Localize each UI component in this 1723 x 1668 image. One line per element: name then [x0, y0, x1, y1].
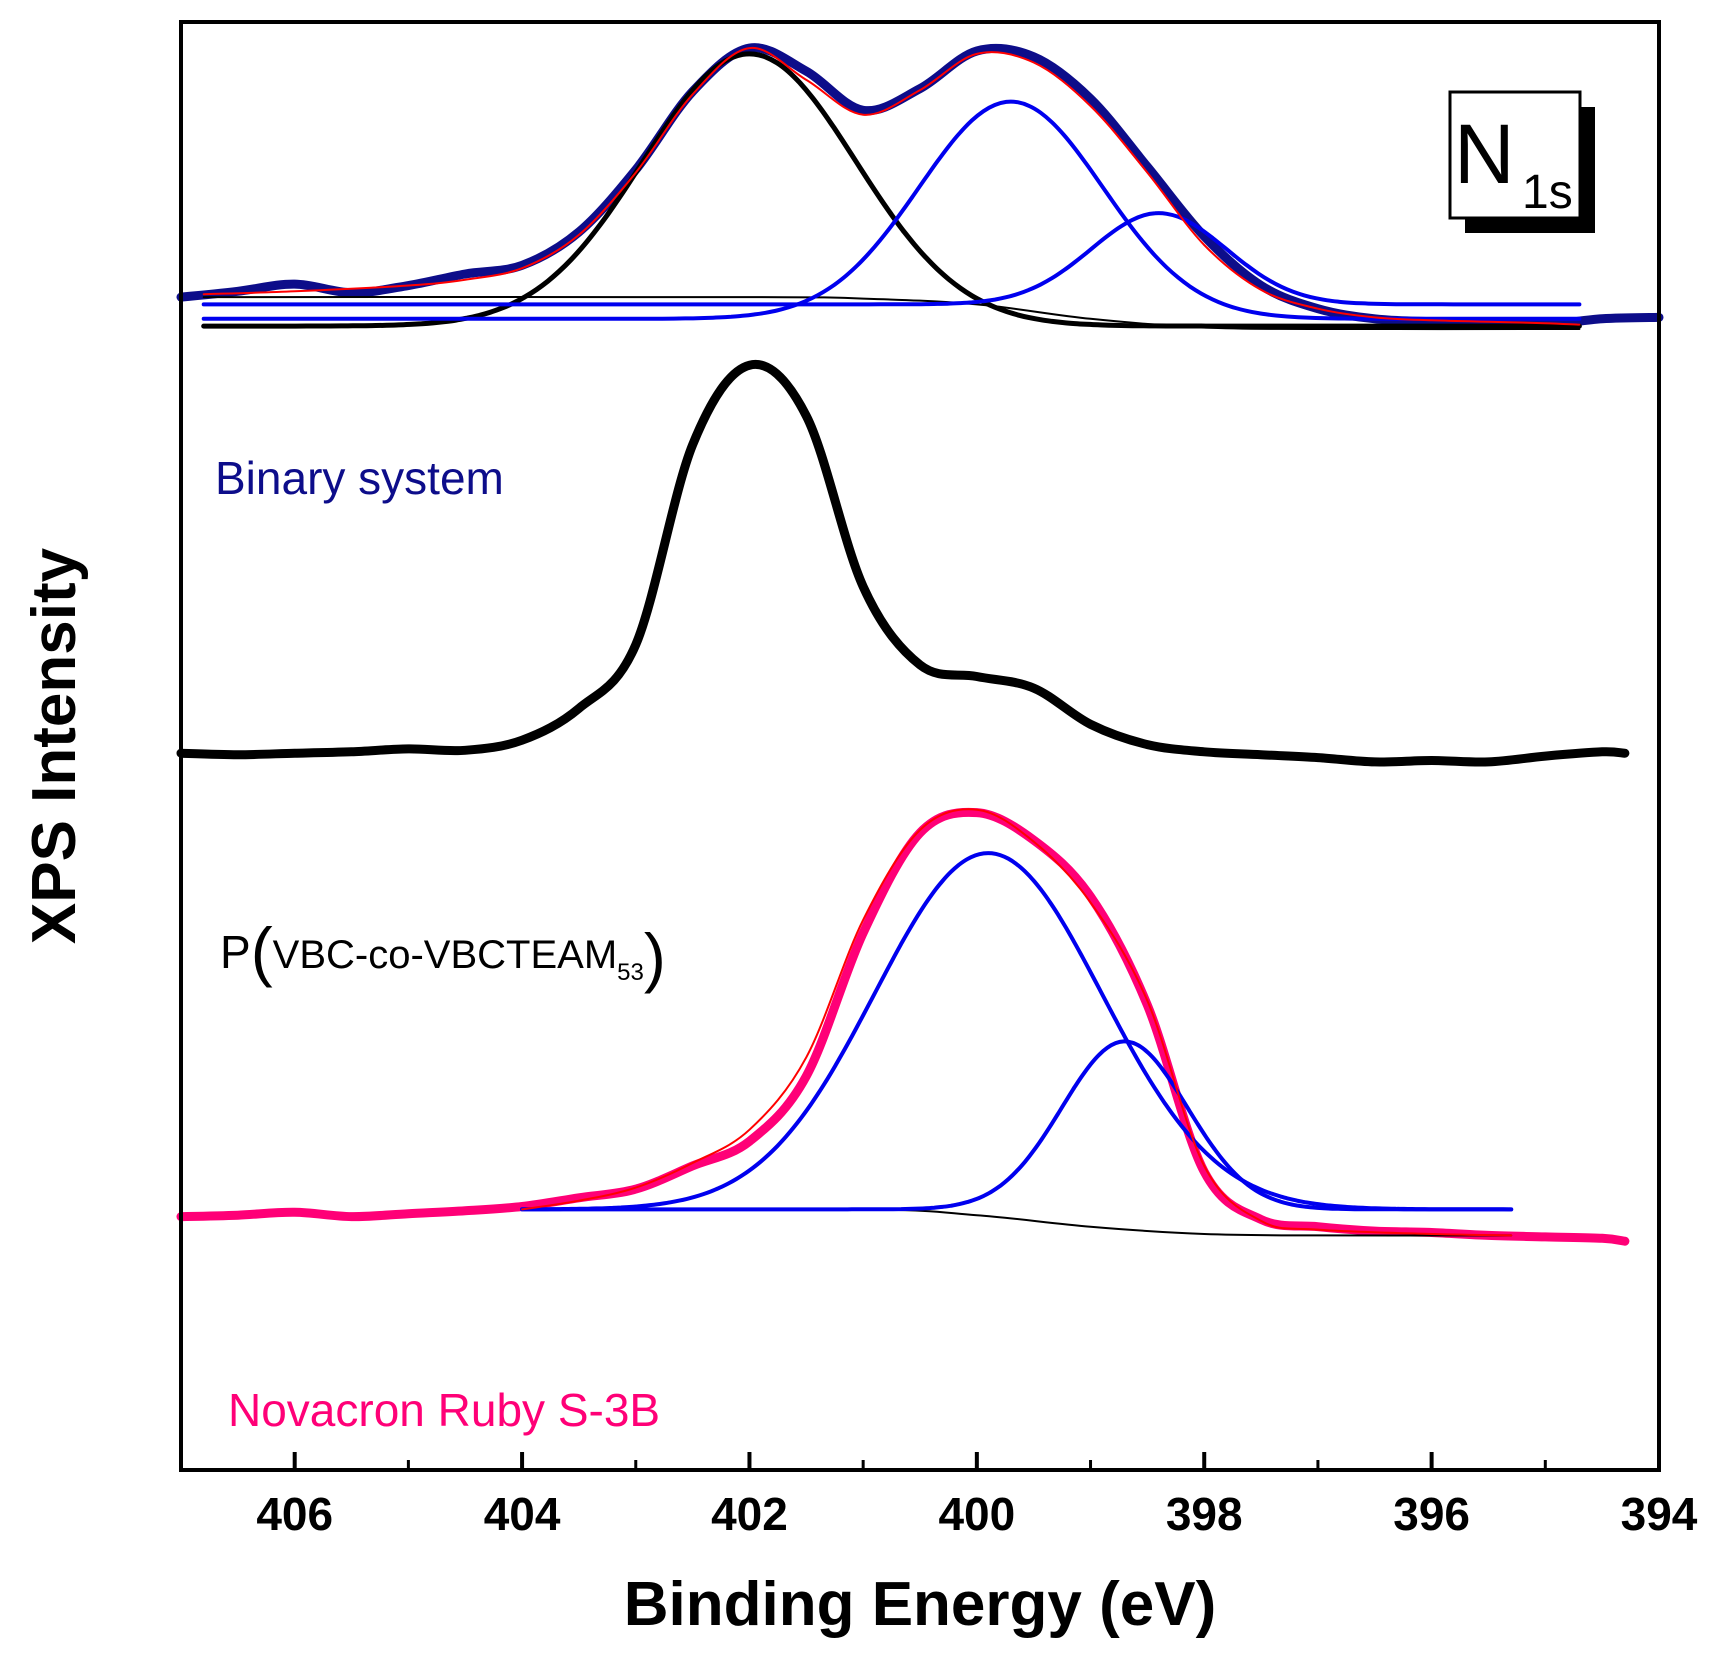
- fit-component-2-1: [520, 1039, 1514, 1212]
- x-axis-ticks: 406 404 402 400 398 396 394: [256, 1452, 1698, 1540]
- badge-box: [1448, 90, 1582, 220]
- background-curve-0: [202, 296, 1581, 331]
- plot-curves: [176, 43, 1664, 1246]
- series-label-polymer: P(VBC-co-VBCTEAM53): [220, 914, 666, 994]
- y-axis-title: XPS Intensity: [20, 547, 89, 944]
- x-tick-label: 406: [256, 1488, 333, 1540]
- fit-component-0-1: [201, 99, 1582, 321]
- fit-component-0-2: [201, 211, 1582, 307]
- x-axis-title: Binding Energy (eV): [624, 1570, 1216, 1639]
- fit-component-0-0: [201, 51, 1582, 329]
- badge-sub-text: 1s: [1522, 166, 1573, 219]
- plot-frame: [179, 20, 1661, 1472]
- measured-curve-2: [176, 807, 1630, 1246]
- series-label-polymer-close-paren: ): [644, 920, 666, 994]
- x-tick-label: 396: [1393, 1488, 1470, 1540]
- series-label-binary: Binary system: [215, 452, 504, 504]
- series-label-novacron: Novacron Ruby S-3B: [228, 1384, 660, 1436]
- x-tick-label: 400: [938, 1488, 1015, 1540]
- measured-curve-1: [176, 359, 1630, 767]
- svg-text:P(VBC-co-VBCTEAM53): P(VBC-co-VBCTEAM53): [220, 914, 666, 994]
- x-tick-label: 402: [711, 1488, 788, 1540]
- badge-main-text: N: [1454, 107, 1515, 201]
- x-tick-label: 394: [1621, 1488, 1698, 1540]
- series-label-polymer-open-paren: (: [251, 914, 273, 988]
- series-label-polymer-subscript: 53: [617, 959, 644, 986]
- series-label-polymer-body: VBC-co-VBCTEAM: [273, 933, 618, 977]
- envelope-fit-0: [202, 47, 1581, 326]
- series-label-polymer-prefix: P: [220, 926, 251, 978]
- x-tick-label: 404: [484, 1488, 561, 1540]
- envelope-fit-2: [521, 808, 1513, 1237]
- n1s-badge: N 1s: [1448, 90, 1595, 233]
- fit-component-2-0: [520, 851, 1514, 1212]
- x-tick-label: 398: [1166, 1488, 1243, 1540]
